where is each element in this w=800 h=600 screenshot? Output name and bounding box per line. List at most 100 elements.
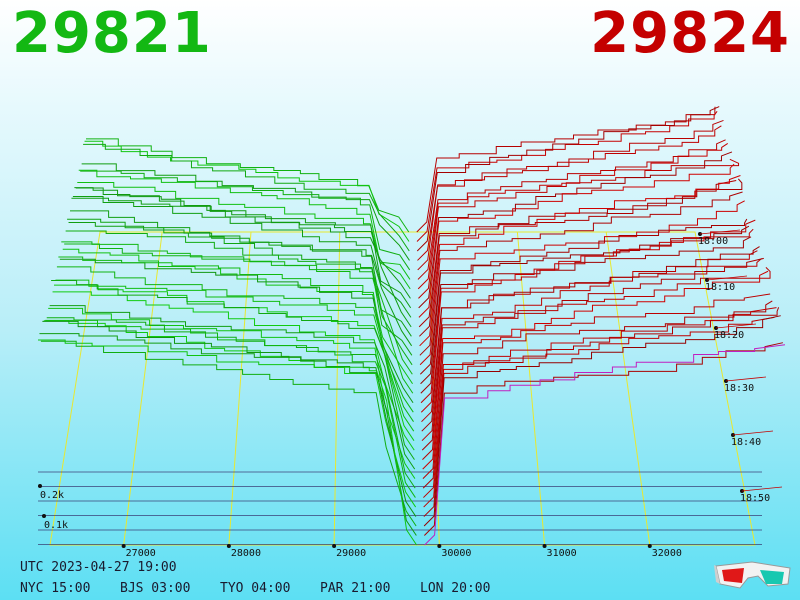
3d-glasses-icon[interactable] [712,556,794,590]
ask-depth-line [422,300,773,489]
bid-depth-line [62,248,413,385]
bid-depth-line [80,170,411,271]
time-tick-line [706,275,748,281]
bid-depth-line [46,317,416,489]
ask-depth-line [421,257,764,451]
time-tick-label: 18:10 [705,282,735,293]
ask-depth-line [416,111,718,242]
price-tick-label: 32000 [652,548,682,559]
ask-depth-line [418,158,740,299]
bid-depth-line [40,340,417,527]
ask-price: 29824 [590,1,790,66]
chart-axes: 27000 28000 29000 30000 31000 32000 0.1k 0.2k 18… [38,229,783,559]
ask-depth-line [421,258,762,442]
price-tick-label: 30000 [441,548,471,559]
bid-depth-line [56,266,414,422]
bid-depth-line [58,256,414,413]
bid-depth-line [45,319,416,498]
ask-depth-series [416,106,786,546]
ask-depth-line [421,246,760,432]
time-tick-label: 18:40 [731,437,761,448]
ask-depth-line [424,344,786,546]
price-tick [332,544,337,548]
time-tick-label: 18:20 [714,330,744,341]
bid-depth-series [38,138,418,546]
price-gridline [605,231,651,546]
price-tick-label: 31000 [547,548,577,559]
bid-depth-line [64,243,413,375]
time-tick-line [715,323,757,329]
price-gridline [333,231,341,546]
bid-depth-line [81,163,410,261]
ask-depth-line [423,315,781,527]
bid-depth-line [65,230,413,366]
price-tick-label: 29000 [336,548,366,559]
bid-depth-line [74,187,412,309]
bid-depth-line [67,218,413,356]
price-gridline [123,231,163,546]
timezone-nyc: NYC 15:00 [20,581,91,596]
bid-depth-line [52,291,415,451]
time-tick-line [725,376,767,382]
volume-tick-label: 0.1k [44,520,68,531]
ask-depth-line [420,219,756,413]
time-tick-label: 18:50 [740,493,770,504]
price-tick [437,544,442,548]
bid-depth-line [38,339,418,546]
ask-depth-line [418,163,735,318]
bid-depth-line [49,305,416,470]
bid-depth-line [70,210,412,337]
bid-depth-line [78,169,411,280]
price-tick [226,544,231,548]
ask-depth-line [421,250,758,423]
price-tick [647,544,652,548]
bid-depth-line [43,320,417,508]
time-tick-label: 18:30 [724,383,754,394]
ask-depth-line [422,267,771,460]
bid-depth-line [59,258,414,404]
ask-depth-line [420,236,752,394]
bid-depth-line [61,241,414,394]
price-tick [542,544,547,548]
bid-depth-line [77,182,411,290]
bid-depth-line [51,279,415,460]
ask-depth-line [419,178,743,337]
ask-depth-line [417,125,722,261]
ask-depth-line [418,151,733,309]
ask-depth-line [419,218,748,375]
ask-depth-line [419,200,745,366]
ask-depth-line [420,225,750,385]
timezone-par: PAR 21:00 [320,581,391,596]
timezone-lon: LON 20:00 [420,581,491,596]
ask-depth-line [416,106,720,252]
ask-depth-line [423,307,780,517]
bid-depth-line [55,279,415,432]
price-tick-label: 28000 [231,548,261,559]
ask-depth-line [423,307,777,508]
ask-depth-line [418,179,737,328]
utc-time: UTC 2023-04-27 19:00 [20,560,177,575]
bid-price: 29821 [12,1,212,66]
ask-depth-line [422,293,771,479]
volume-tick [42,514,46,518]
volume-tick [38,484,42,488]
price-tick-label: 27000 [126,548,156,559]
bid-depth-line [84,140,410,242]
ask-depth-line [423,316,775,498]
time-tick-line [699,229,741,235]
bid-depth-line [72,195,412,318]
time-tick-label: 18:00 [698,236,728,247]
timezone-tyo: TYO 04:00 [220,581,291,596]
price-tick [121,544,126,548]
time-tick-line [741,486,783,492]
ask-depth-line [422,270,769,470]
ask-depth-line [419,191,743,356]
bid-depth-line [54,284,415,441]
bid-depth-line [71,197,412,328]
price-gridline [516,231,546,546]
ask-depth-line [420,228,754,404]
ask-depth-line [424,342,783,536]
bid-depth-line [83,143,410,252]
ask-depth-line [417,119,724,271]
